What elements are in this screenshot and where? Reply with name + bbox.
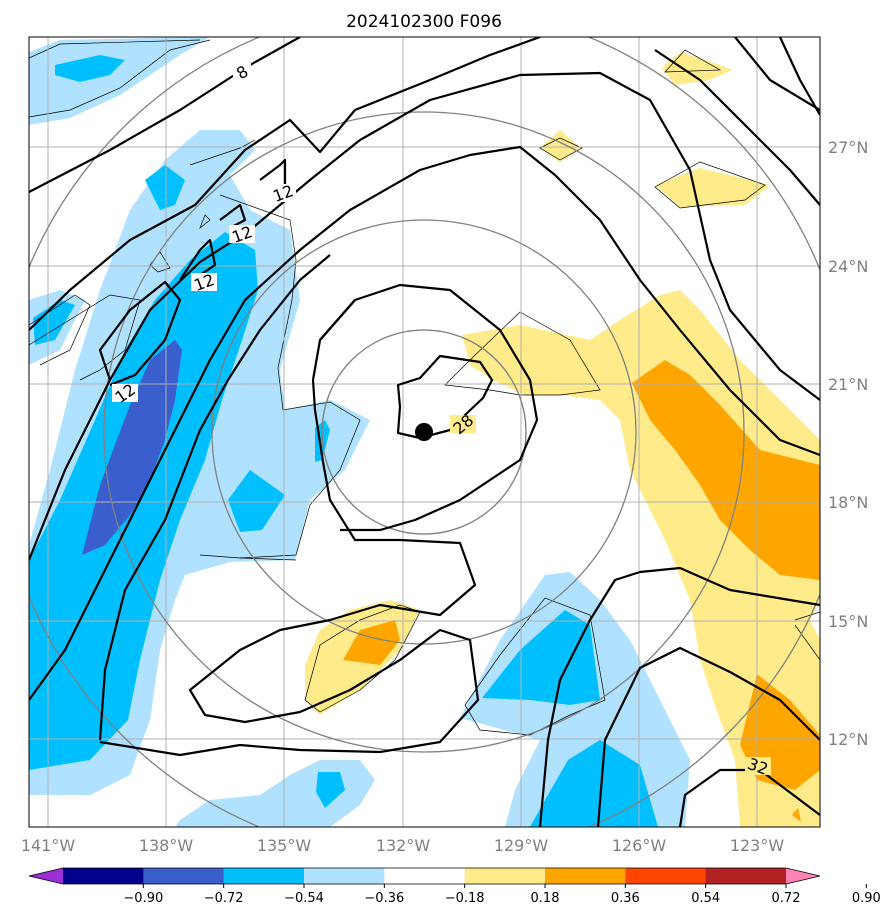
lat-tick-label: 18°N (828, 493, 868, 512)
lat-tick-label: 21°N (828, 375, 868, 394)
lon-tick-labels: 141°W 138°W 135°W 132°W 129°W 126°W 123°… (21, 836, 785, 855)
colorbar-segment (304, 868, 385, 884)
colorbar-segment (223, 868, 305, 884)
lon-tick-label: 132°W (376, 836, 431, 855)
colorbar-segment (464, 868, 546, 884)
map-frame (28, 36, 821, 828)
lon-tick-label: 138°W (139, 836, 194, 855)
colorbar-segment (625, 868, 707, 884)
colorbar-segment (705, 868, 787, 884)
contour-lines (29, 37, 820, 827)
lat-tick-label: 24°N (828, 257, 868, 276)
colorbar-tick-label: −0.90 (123, 891, 163, 906)
lon-tick-label: 135°W (257, 836, 312, 855)
colorbar (28, 867, 821, 885)
colorbar-extend-max (786, 868, 820, 884)
range-rings (29, 37, 820, 827)
positive-shading (305, 52, 820, 827)
colorbar-tick-label: 0.18 (531, 891, 560, 906)
colorbar-tick-label: 0.54 (691, 891, 720, 906)
figure-title: 2024102300 F096 (346, 12, 502, 32)
gridlines (29, 37, 820, 827)
lat-tick-labels: 12°N 15°N 18°N 21°N 24°N 27°N (828, 138, 868, 749)
colorbar-outline (28, 867, 821, 885)
colorbar-tick-label: 0.36 (611, 891, 640, 906)
colorbar-segment (384, 868, 466, 884)
colorbar-tick-label: 0.72 (772, 891, 801, 906)
colorbar-segment (143, 868, 225, 884)
colorbar-extend-min (29, 868, 63, 884)
colorbar-tick-label: −0.36 (364, 891, 404, 906)
colorbar-tick-label: 0.90 (852, 891, 881, 906)
lon-tick-label: 129°W (494, 836, 549, 855)
colorbar-segment (63, 868, 144, 884)
lat-tick-label: 27°N (828, 138, 868, 157)
lat-tick-label: 15°N (828, 612, 868, 631)
colorbar-segment (545, 868, 626, 884)
lon-tick-label: 123°W (730, 836, 785, 855)
lon-tick-label: 126°W (612, 836, 667, 855)
colorbar-tick-label: −0.72 (204, 891, 244, 906)
lat-tick-label: 12°N (828, 730, 868, 749)
storm-center-marker (415, 423, 433, 441)
colorbar-tick-label: −0.54 (284, 891, 324, 906)
map-area: 8 12 12 12 12 28 32 (29, 37, 820, 827)
negative-shading (29, 37, 690, 827)
contour-labels: 8 12 12 12 12 28 32 (111, 62, 771, 779)
colorbar-tick-label: −0.18 (445, 891, 485, 906)
lon-tick-label: 141°W (21, 836, 76, 855)
colorbar-labels: −0.90 −0.72 −0.54 −0.36 −0.18 0.18 0.36 0.54 0.7… (123, 884, 881, 906)
